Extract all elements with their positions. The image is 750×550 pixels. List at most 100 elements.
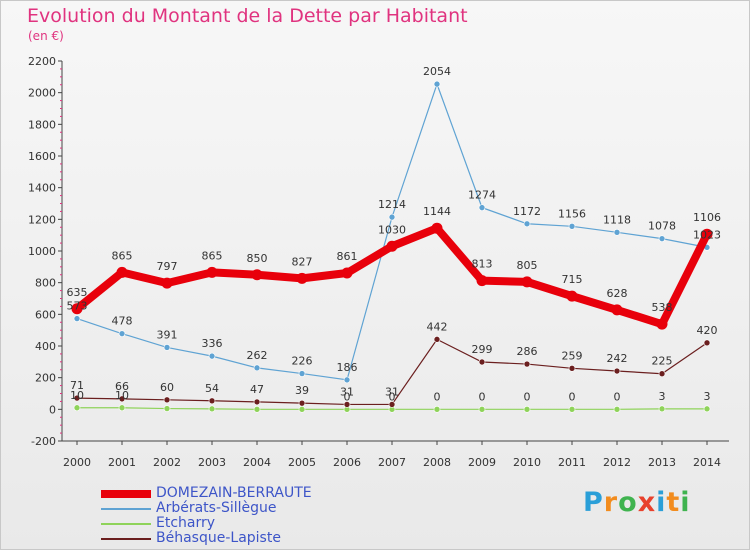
data-label-etcharry: 0	[389, 390, 396, 403]
legend-label-behasque: Béhasque-Lapiste	[156, 530, 281, 546]
data-label-arb-rats-sill-gue: 226	[292, 355, 313, 368]
data-label-arb-rats-sill-gue: 1118	[603, 213, 631, 226]
data-label-domezain-berraute: 865	[202, 249, 223, 262]
data-label-etcharry: 0	[434, 390, 441, 403]
data-point-etcharry	[118, 404, 126, 412]
data-label-etcharry: 10	[115, 389, 129, 402]
data-label-b-hasque-lapiste: 39	[295, 384, 309, 397]
data-point-domezain-berraute	[476, 275, 488, 287]
data-label-domezain-berraute: 1030	[378, 223, 406, 236]
data-point-domezain-berraute	[566, 290, 578, 302]
data-point-arb-rats-sill-gue	[433, 80, 441, 88]
data-label-arb-rats-sill-gue: 336	[202, 337, 223, 350]
data-label-arb-rats-sill-gue: 573	[67, 300, 88, 313]
proxiti-logo: Proxiti	[583, 487, 691, 518]
data-label-b-hasque-lapiste: 71	[70, 379, 84, 392]
y-tick-label: 600	[35, 308, 56, 321]
data-label-arb-rats-sill-gue: 1172	[513, 205, 541, 218]
data-point-etcharry	[253, 406, 261, 413]
legend-swatch-domezain	[101, 490, 151, 498]
x-tick-label: 2001	[108, 456, 136, 469]
data-point-domezain-berraute	[251, 269, 263, 281]
data-label-b-hasque-lapiste: 299	[472, 343, 493, 356]
x-tick-label: 2008	[423, 456, 451, 469]
data-label-arb-rats-sill-gue: 1214	[378, 198, 406, 211]
x-tick-label: 2010	[513, 456, 541, 469]
data-label-domezain-berraute: 865	[112, 249, 133, 262]
data-label-domezain-berraute: 827	[292, 255, 313, 268]
data-point-b-hasque-lapiste	[658, 370, 666, 378]
data-label-domezain-berraute: 538	[652, 301, 673, 314]
y-tick-label: 2200	[28, 55, 56, 68]
y-tick-label: 1800	[28, 118, 56, 131]
data-point-domezain-berraute	[116, 266, 128, 278]
data-point-b-hasque-lapiste	[568, 365, 576, 372]
data-point-b-hasque-lapiste	[523, 360, 531, 368]
data-point-etcharry	[613, 406, 621, 413]
data-point-b-hasque-lapiste	[208, 397, 216, 405]
data-label-domezain-berraute: 850	[247, 252, 268, 265]
data-label-b-hasque-lapiste: 54	[205, 382, 219, 395]
data-point-b-hasque-lapiste	[703, 339, 711, 347]
x-tick-label: 2013	[648, 456, 676, 469]
data-label-arb-rats-sill-gue: 1078	[648, 220, 676, 233]
data-label-b-hasque-lapiste: 31	[385, 385, 399, 398]
series-layer	[71, 80, 713, 413]
data-label-etcharry: 3	[704, 390, 711, 403]
x-tick-label: 2011	[558, 456, 586, 469]
data-label-arb-rats-sill-gue: 2054	[423, 65, 451, 78]
data-label-b-hasque-lapiste: 31	[340, 385, 354, 398]
legend-label-arberats: Arbérats-Sillègue	[156, 500, 277, 516]
x-tick-label: 2014	[693, 456, 721, 469]
x-tick-label: 2005	[288, 456, 316, 469]
y-tick-label: 1600	[28, 150, 56, 163]
chart-subtitle: (en €)	[28, 29, 64, 43]
data-point-arb-rats-sill-gue	[253, 364, 261, 372]
data-label-etcharry: 0	[344, 390, 351, 403]
data-point-domezain-berraute	[386, 240, 398, 252]
data-point-domezain-berraute	[701, 228, 713, 240]
data-point-arb-rats-sill-gue	[343, 376, 351, 384]
data-label-b-hasque-lapiste: 60	[160, 381, 174, 394]
y-tick-label: 1400	[28, 182, 56, 195]
data-point-b-hasque-lapiste	[433, 336, 441, 343]
data-label-etcharry: 0	[524, 390, 531, 403]
data-label-domezain-berraute: 1144	[423, 205, 451, 218]
data-point-arb-rats-sill-gue	[568, 223, 576, 230]
legend-swatch-arberats	[101, 508, 151, 510]
data-label-domezain-berraute: 805	[517, 259, 538, 272]
data-point-b-hasque-lapiste	[388, 401, 396, 408]
data-point-etcharry	[73, 404, 81, 412]
y-tick-label: 200	[35, 372, 56, 385]
data-label-arb-rats-sill-gue: 186	[337, 361, 358, 374]
y-tick-label: -200	[31, 435, 56, 448]
y-tick-label: 800	[35, 277, 56, 290]
data-point-b-hasque-lapiste	[253, 398, 261, 406]
x-tick-label: 2000	[63, 456, 91, 469]
legend-swatch-etcharry	[101, 523, 151, 525]
data-point-domezain-berraute	[206, 266, 218, 278]
x-tick-label: 2006	[333, 456, 361, 469]
data-label-b-hasque-lapiste: 420	[697, 324, 718, 337]
legend-swatch-behasque	[101, 538, 151, 540]
data-point-domezain-berraute	[161, 277, 173, 289]
data-label-b-hasque-lapiste: 66	[115, 380, 129, 393]
x-tick-label: 2009	[468, 456, 496, 469]
data-label-b-hasque-lapiste: 259	[562, 349, 583, 362]
data-label-arb-rats-sill-gue: 478	[112, 315, 133, 328]
data-label-arb-rats-sill-gue: 1156	[558, 207, 586, 220]
data-point-b-hasque-lapiste	[163, 396, 171, 404]
data-point-b-hasque-lapiste	[478, 358, 486, 366]
data-point-arb-rats-sill-gue	[658, 235, 666, 242]
data-point-arb-rats-sill-gue	[208, 352, 216, 360]
x-tick-label: 2002	[153, 456, 181, 469]
data-label-etcharry: 0	[614, 390, 621, 403]
data-point-arb-rats-sill-gue	[523, 220, 531, 228]
x-tick-label: 2003	[198, 456, 226, 469]
data-point-domezain-berraute	[656, 318, 668, 330]
x-tick-label: 2004	[243, 456, 271, 469]
x-tick-label: 2007	[378, 456, 406, 469]
data-point-arb-rats-sill-gue	[163, 344, 171, 351]
data-label-etcharry: 0	[569, 390, 576, 403]
x-tick-label: 2012	[603, 456, 631, 469]
